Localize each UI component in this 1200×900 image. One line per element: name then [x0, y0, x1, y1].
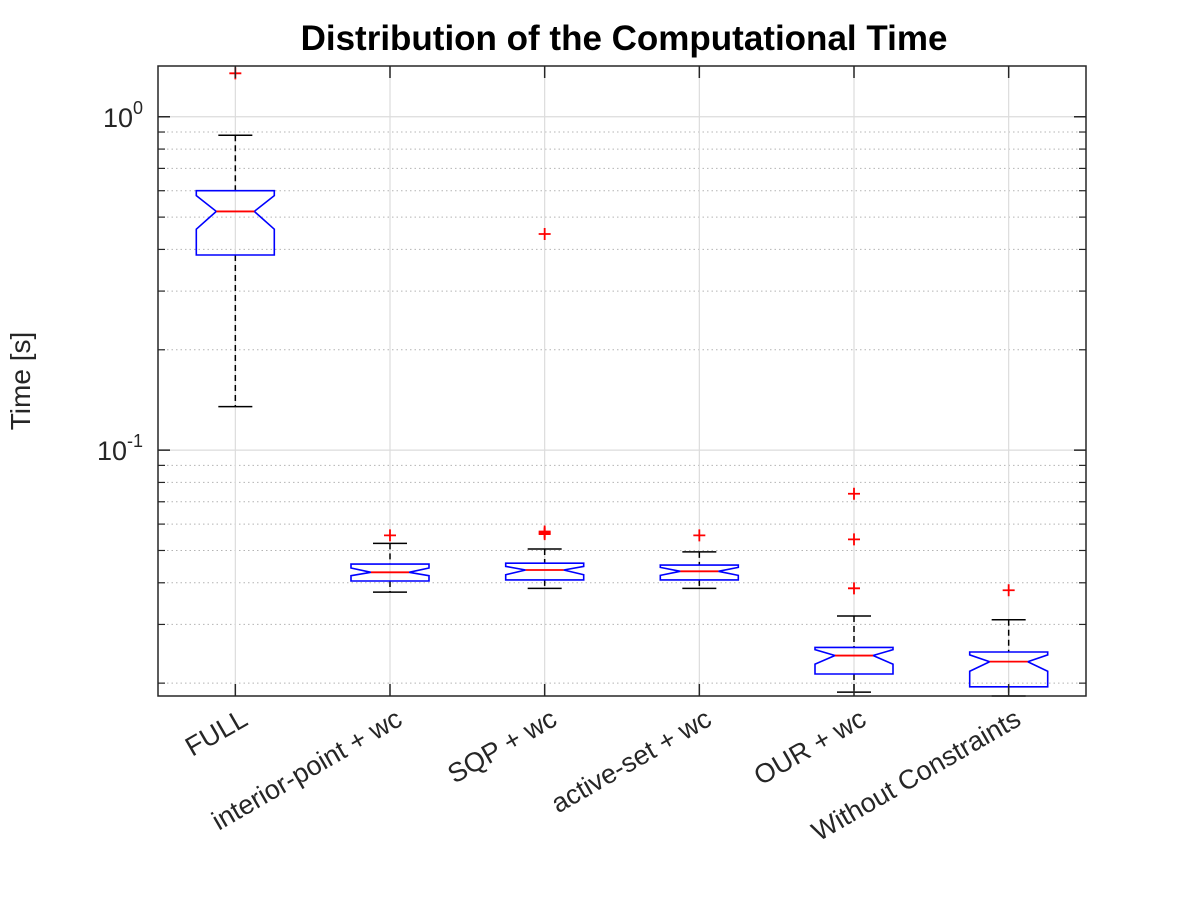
outlier-marker — [538, 227, 551, 240]
outlier-marker — [538, 525, 551, 538]
box-group — [504, 227, 585, 590]
outlier-marker — [848, 582, 860, 595]
outlier-marker — [384, 529, 396, 542]
notched-box — [195, 189, 276, 256]
box-group — [659, 529, 740, 590]
notched-box — [968, 651, 1049, 688]
notched-box — [350, 563, 430, 582]
outlier-marker — [848, 487, 860, 500]
y-tick-exponent: -1 — [127, 431, 143, 451]
axes-frame — [157, 65, 1087, 697]
outlier-marker — [848, 533, 860, 546]
box-group — [350, 529, 430, 593]
outlier-marker — [1002, 584, 1015, 597]
y-tick-base: 10 — [103, 103, 133, 133]
y-tick-exponent: 0 — [133, 98, 143, 118]
chart-title: Distribution of the Computational Time — [301, 19, 948, 58]
y-tick-label: 10-1 — [97, 431, 143, 466]
notched-box — [659, 564, 740, 581]
notched-box — [504, 562, 585, 581]
grid-layer — [158, 66, 1086, 696]
notched-box — [814, 646, 894, 675]
y-tick-label: 100 — [103, 98, 143, 133]
y-tick-base: 10 — [97, 436, 127, 466]
outlier-marker — [693, 529, 706, 542]
y-axis-label: Time [s] — [5, 332, 36, 431]
